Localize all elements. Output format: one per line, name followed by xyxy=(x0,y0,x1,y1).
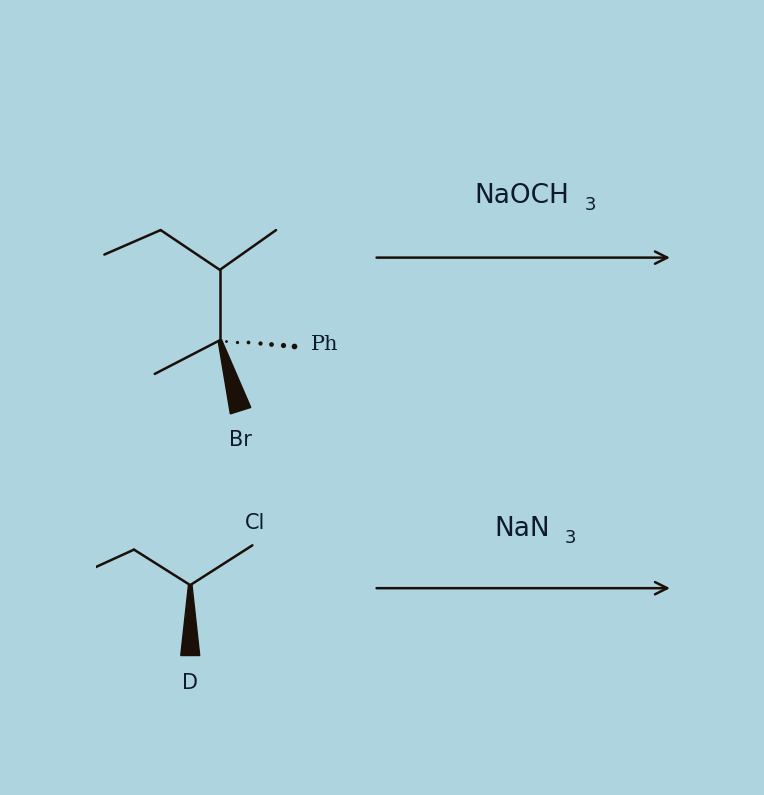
Polygon shape xyxy=(181,585,199,656)
Text: 3: 3 xyxy=(585,196,597,214)
Text: NaN: NaN xyxy=(494,516,549,542)
Text: Br: Br xyxy=(229,430,252,450)
Text: NaOCH: NaOCH xyxy=(474,183,569,208)
Text: D: D xyxy=(183,673,198,692)
Text: Ph: Ph xyxy=(310,335,338,354)
Text: Cl: Cl xyxy=(245,513,266,533)
Polygon shape xyxy=(219,339,251,414)
Text: 3: 3 xyxy=(565,529,576,547)
